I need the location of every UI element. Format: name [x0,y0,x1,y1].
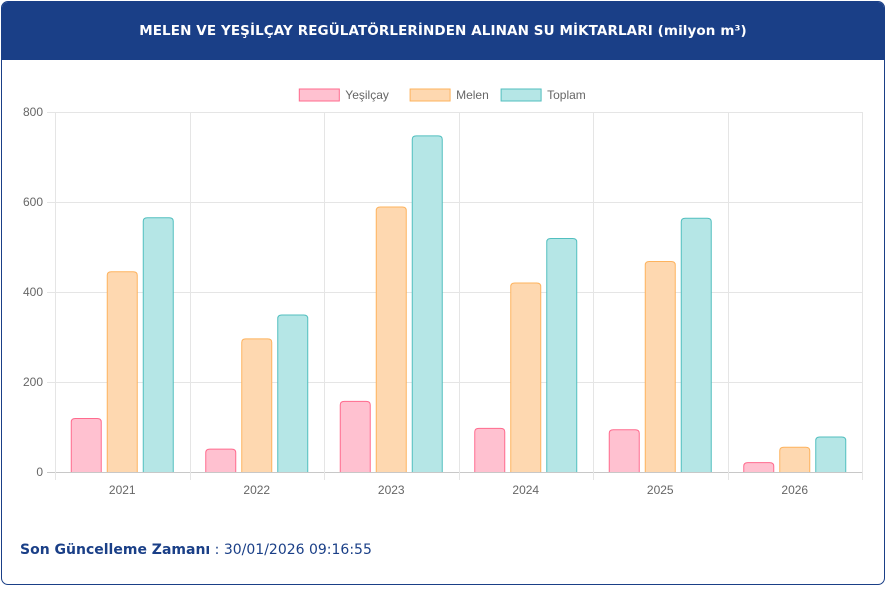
y-tick-label: 600 [23,195,43,209]
bar-toplam-2025 [680,217,712,472]
bar-melen-2022 [241,338,273,472]
bar-yeilay-2024 [474,427,506,472]
y-tick-label: 0 [36,465,43,479]
bar-toplam-2026 [815,436,847,472]
legend-swatch [409,88,451,102]
last-updated-label: Son Güncelleme Zamanı [20,542,211,558]
legend-swatch [298,88,340,102]
last-updated: Son Güncelleme Zamanı : 30/01/2026 09:16… [20,542,372,558]
x-tick-label: 2024 [512,483,539,497]
y-tick-label: 400 [23,285,43,299]
bar-toplam-2021 [142,217,174,472]
bar-yeilay-2021 [70,418,102,472]
bar-yeilay-2025 [608,429,640,472]
x-tick-label: 2026 [781,483,808,497]
legend-label: Toplam [547,88,586,102]
legend-label: Yeşilçay [345,88,389,102]
legend-swatch [500,88,542,102]
last-updated-separator: : [210,542,224,558]
x-tick-label: 2021 [109,483,136,497]
bar-melen-2023 [375,206,407,472]
bar-yeilay-2023 [339,400,371,472]
y-tick-label: 800 [23,105,43,119]
x-tick-label: 2025 [647,483,674,497]
chart-title: MELEN VE YEŞİLÇAY REGÜLATÖRLERİNDEN ALIN… [2,2,884,60]
bar-yeilay-2026 [743,462,775,472]
bar-melen-2026 [779,446,811,472]
bar-melen-2025 [644,260,676,472]
bar-toplam-2024 [546,238,578,472]
bar-toplam-2022 [277,314,309,472]
last-updated-value: 30/01/2026 09:16:55 [223,542,372,558]
bar-melen-2021 [106,271,138,472]
y-tick-label: 200 [23,375,43,389]
bar-yeilay-2022 [205,448,237,472]
bar-melen-2024 [510,282,542,472]
legend-label: Melen [456,88,489,102]
x-tick-label: 2022 [243,483,270,497]
bar-toplam-2023 [411,135,443,472]
x-tick-label: 2023 [378,483,405,497]
